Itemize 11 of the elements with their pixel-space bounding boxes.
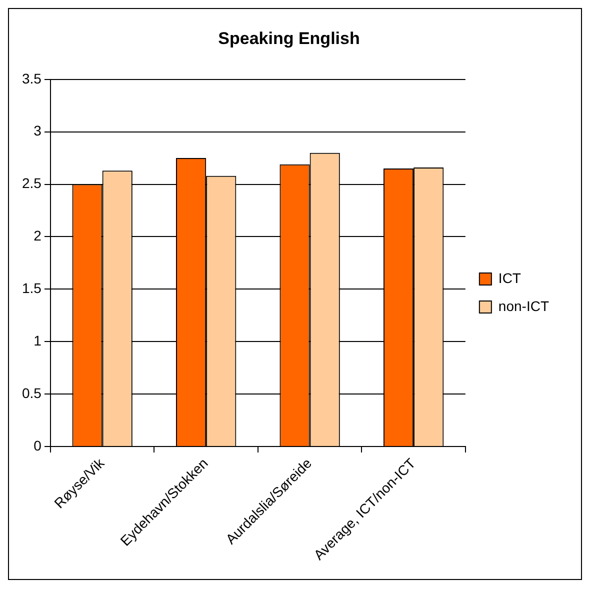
y-tick-label: 3.5	[22, 70, 42, 86]
legend-label: ICT	[498, 270, 522, 286]
y-tick-label: 2	[34, 228, 42, 244]
legend-label: non-ICT	[498, 298, 550, 314]
y-tick-label: 2.5	[22, 175, 42, 192]
y-tick-label: 1.5	[22, 280, 42, 296]
y-tick-label: 1	[34, 332, 42, 348]
y-tick-label: 0.5	[22, 384, 42, 401]
chart-title: Speaking English	[218, 28, 360, 48]
y-tick-label: 0	[34, 437, 42, 454]
y-tick-label: 3	[34, 122, 42, 139]
